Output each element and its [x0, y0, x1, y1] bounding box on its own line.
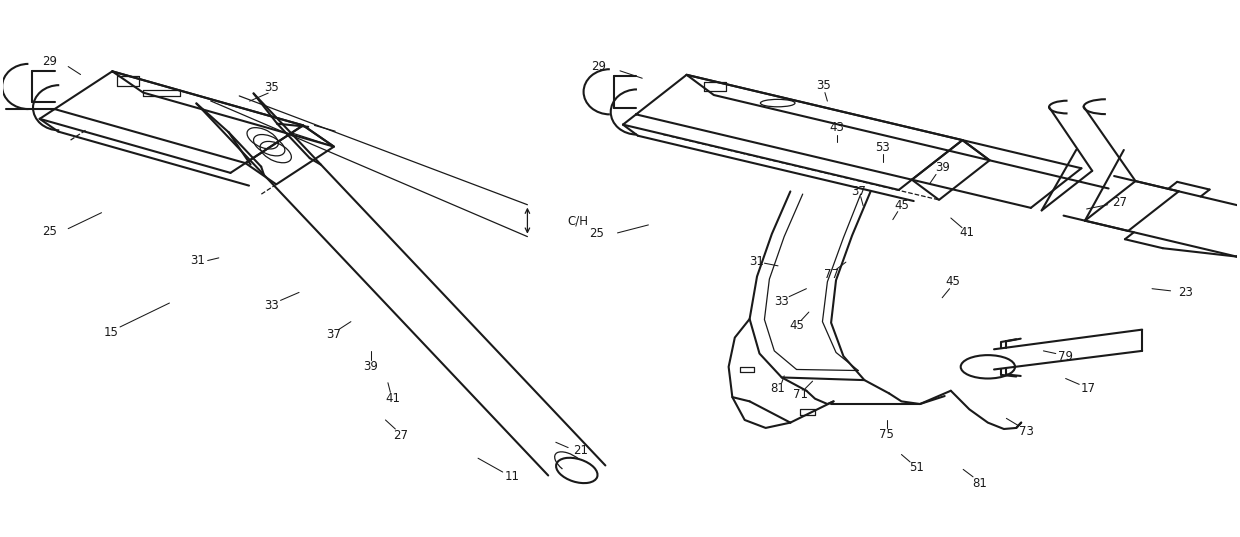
Text: 35: 35 [816, 78, 831, 92]
Text: 41: 41 [386, 392, 401, 405]
Text: 37: 37 [851, 185, 866, 199]
Text: 31: 31 [191, 254, 206, 267]
Text: 43: 43 [830, 121, 844, 134]
Text: 39: 39 [935, 161, 950, 174]
Text: C/H: C/H [567, 214, 588, 227]
Text: 25: 25 [42, 225, 57, 238]
Text: 11: 11 [505, 470, 520, 483]
Text: 37: 37 [326, 329, 341, 342]
Text: 23: 23 [1178, 286, 1193, 299]
Text: 77: 77 [823, 268, 838, 281]
Text: 71: 71 [792, 388, 807, 401]
Text: 45: 45 [894, 199, 909, 212]
Text: 53: 53 [875, 141, 890, 154]
Text: 27: 27 [393, 430, 408, 442]
Text: 25: 25 [589, 228, 604, 241]
Text: 27: 27 [1112, 195, 1127, 208]
Text: 35: 35 [264, 81, 279, 95]
Text: 75: 75 [879, 428, 894, 441]
Text: 45: 45 [789, 319, 804, 332]
Text: 29: 29 [42, 55, 57, 68]
Text: 39: 39 [363, 360, 378, 373]
Text: 17: 17 [1080, 382, 1095, 395]
Text: 29: 29 [591, 60, 606, 73]
Text: 79: 79 [1058, 350, 1073, 362]
Text: 21: 21 [573, 444, 588, 457]
Text: 15: 15 [104, 326, 119, 339]
Text: 73: 73 [1019, 425, 1034, 438]
Text: 31: 31 [750, 255, 765, 268]
Text: 81: 81 [770, 382, 785, 395]
Text: 45: 45 [946, 275, 961, 288]
Text: 33: 33 [774, 295, 789, 308]
Text: 51: 51 [909, 461, 924, 474]
Text: 81: 81 [972, 477, 987, 490]
Text: 41: 41 [960, 227, 975, 240]
Text: 33: 33 [264, 299, 279, 312]
